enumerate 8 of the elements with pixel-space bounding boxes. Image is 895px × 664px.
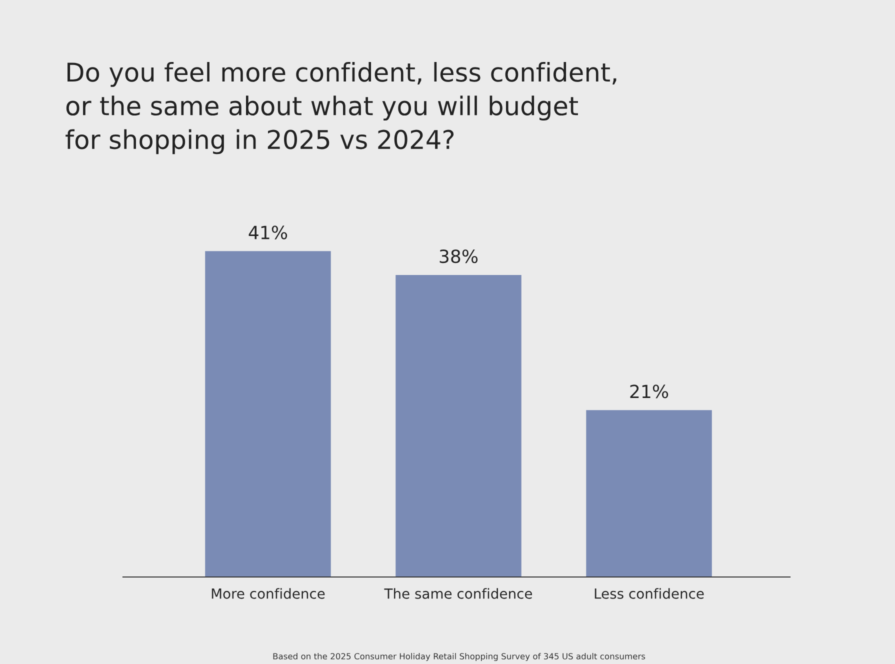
x-tick-label: The same confidence	[384, 588, 532, 599]
x-tick-label: More confidence	[212, 588, 325, 599]
data-label: 38%	[440, 250, 478, 264]
data-label: 21%	[630, 384, 668, 398]
x-tick-label: Less confidence	[594, 588, 704, 599]
chart-title: Do you feel more confident, less confident, or the same about what you will budget for shopping in 2025 vs 2024?	[66, 62, 616, 154]
data-label: 41%	[248, 226, 288, 240]
text: Based on the 2025 Consumer Holiday Retail Shopping Survey of 345 US adult consumers	[273, 652, 646, 662]
